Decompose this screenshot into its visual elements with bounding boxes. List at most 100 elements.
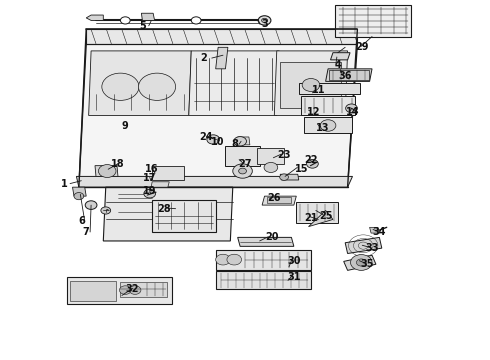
- Text: 9: 9: [122, 121, 129, 131]
- Bar: [329, 69, 369, 80]
- Polygon shape: [86, 15, 103, 21]
- Text: 20: 20: [265, 232, 279, 242]
- Circle shape: [129, 286, 141, 294]
- Polygon shape: [86, 30, 357, 44]
- Polygon shape: [238, 237, 294, 246]
- Text: 4: 4: [335, 60, 341, 70]
- Circle shape: [302, 78, 320, 91]
- Circle shape: [239, 168, 246, 174]
- Bar: [70, 282, 117, 301]
- Circle shape: [191, 17, 201, 24]
- Bar: [280, 62, 341, 108]
- Text: 10: 10: [211, 138, 225, 147]
- Circle shape: [234, 136, 246, 146]
- Circle shape: [139, 73, 175, 100]
- Polygon shape: [189, 51, 279, 116]
- Circle shape: [102, 73, 139, 100]
- Polygon shape: [369, 227, 379, 233]
- Polygon shape: [79, 44, 357, 187]
- Text: 33: 33: [365, 243, 379, 253]
- Circle shape: [85, 201, 97, 210]
- Text: 8: 8: [232, 139, 239, 149]
- Polygon shape: [345, 237, 382, 253]
- Bar: [121, 282, 167, 297]
- Polygon shape: [73, 187, 86, 196]
- Bar: [225, 146, 260, 166]
- Text: 5: 5: [139, 21, 146, 31]
- Circle shape: [120, 286, 131, 294]
- Text: 18: 18: [111, 159, 125, 169]
- Text: 2: 2: [200, 53, 207, 63]
- Polygon shape: [142, 13, 155, 21]
- Text: 36: 36: [339, 71, 352, 81]
- Circle shape: [216, 254, 230, 265]
- Polygon shape: [280, 174, 299, 180]
- Text: 34: 34: [372, 227, 386, 237]
- Circle shape: [262, 18, 268, 23]
- Bar: [296, 202, 338, 223]
- Text: 28: 28: [158, 204, 171, 214]
- Polygon shape: [238, 137, 250, 145]
- Bar: [257, 148, 284, 164]
- Polygon shape: [274, 51, 347, 116]
- Polygon shape: [103, 187, 233, 241]
- Polygon shape: [95, 166, 118, 176]
- Text: 3: 3: [261, 19, 268, 29]
- Text: 15: 15: [294, 164, 308, 174]
- Text: 7: 7: [83, 227, 90, 237]
- Bar: [67, 277, 172, 304]
- Polygon shape: [89, 51, 191, 116]
- Text: 35: 35: [361, 259, 374, 269]
- Bar: [335, 5, 411, 37]
- Text: 14: 14: [346, 107, 359, 117]
- Bar: [299, 83, 360, 94]
- Circle shape: [356, 259, 366, 266]
- Polygon shape: [76, 176, 352, 187]
- Polygon shape: [151, 182, 169, 187]
- Polygon shape: [331, 53, 350, 60]
- Text: 31: 31: [287, 272, 300, 282]
- Circle shape: [121, 17, 130, 24]
- Polygon shape: [343, 255, 376, 270]
- Bar: [216, 250, 311, 270]
- Text: 30: 30: [287, 256, 300, 266]
- Text: 29: 29: [356, 42, 369, 52]
- Text: 22: 22: [304, 155, 318, 165]
- Text: 19: 19: [143, 186, 156, 196]
- Text: 25: 25: [319, 211, 332, 221]
- Polygon shape: [262, 196, 296, 205]
- Text: 1: 1: [61, 179, 68, 189]
- Circle shape: [207, 135, 220, 144]
- Polygon shape: [309, 211, 333, 226]
- Text: 21: 21: [304, 213, 318, 222]
- Bar: [267, 197, 292, 203]
- Circle shape: [227, 254, 242, 265]
- Circle shape: [345, 104, 357, 113]
- Circle shape: [258, 16, 271, 25]
- Circle shape: [74, 193, 84, 200]
- Circle shape: [233, 164, 252, 178]
- Circle shape: [101, 207, 111, 214]
- Circle shape: [320, 120, 336, 131]
- Text: 6: 6: [78, 216, 85, 226]
- Text: 32: 32: [126, 284, 139, 294]
- Polygon shape: [216, 47, 228, 69]
- Circle shape: [307, 159, 318, 168]
- Circle shape: [280, 174, 289, 180]
- Circle shape: [264, 162, 278, 172]
- Bar: [304, 117, 352, 134]
- Bar: [216, 271, 311, 289]
- Polygon shape: [326, 69, 372, 81]
- Bar: [301, 96, 355, 116]
- Text: 11: 11: [312, 85, 325, 95]
- Bar: [152, 200, 216, 232]
- Circle shape: [350, 255, 372, 270]
- Circle shape: [98, 165, 116, 177]
- Text: 24: 24: [199, 132, 213, 142]
- Text: 13: 13: [317, 123, 330, 133]
- Circle shape: [144, 189, 156, 198]
- Bar: [152, 166, 184, 180]
- Text: 27: 27: [238, 159, 252, 169]
- Text: 26: 26: [268, 193, 281, 203]
- Text: 12: 12: [307, 107, 320, 117]
